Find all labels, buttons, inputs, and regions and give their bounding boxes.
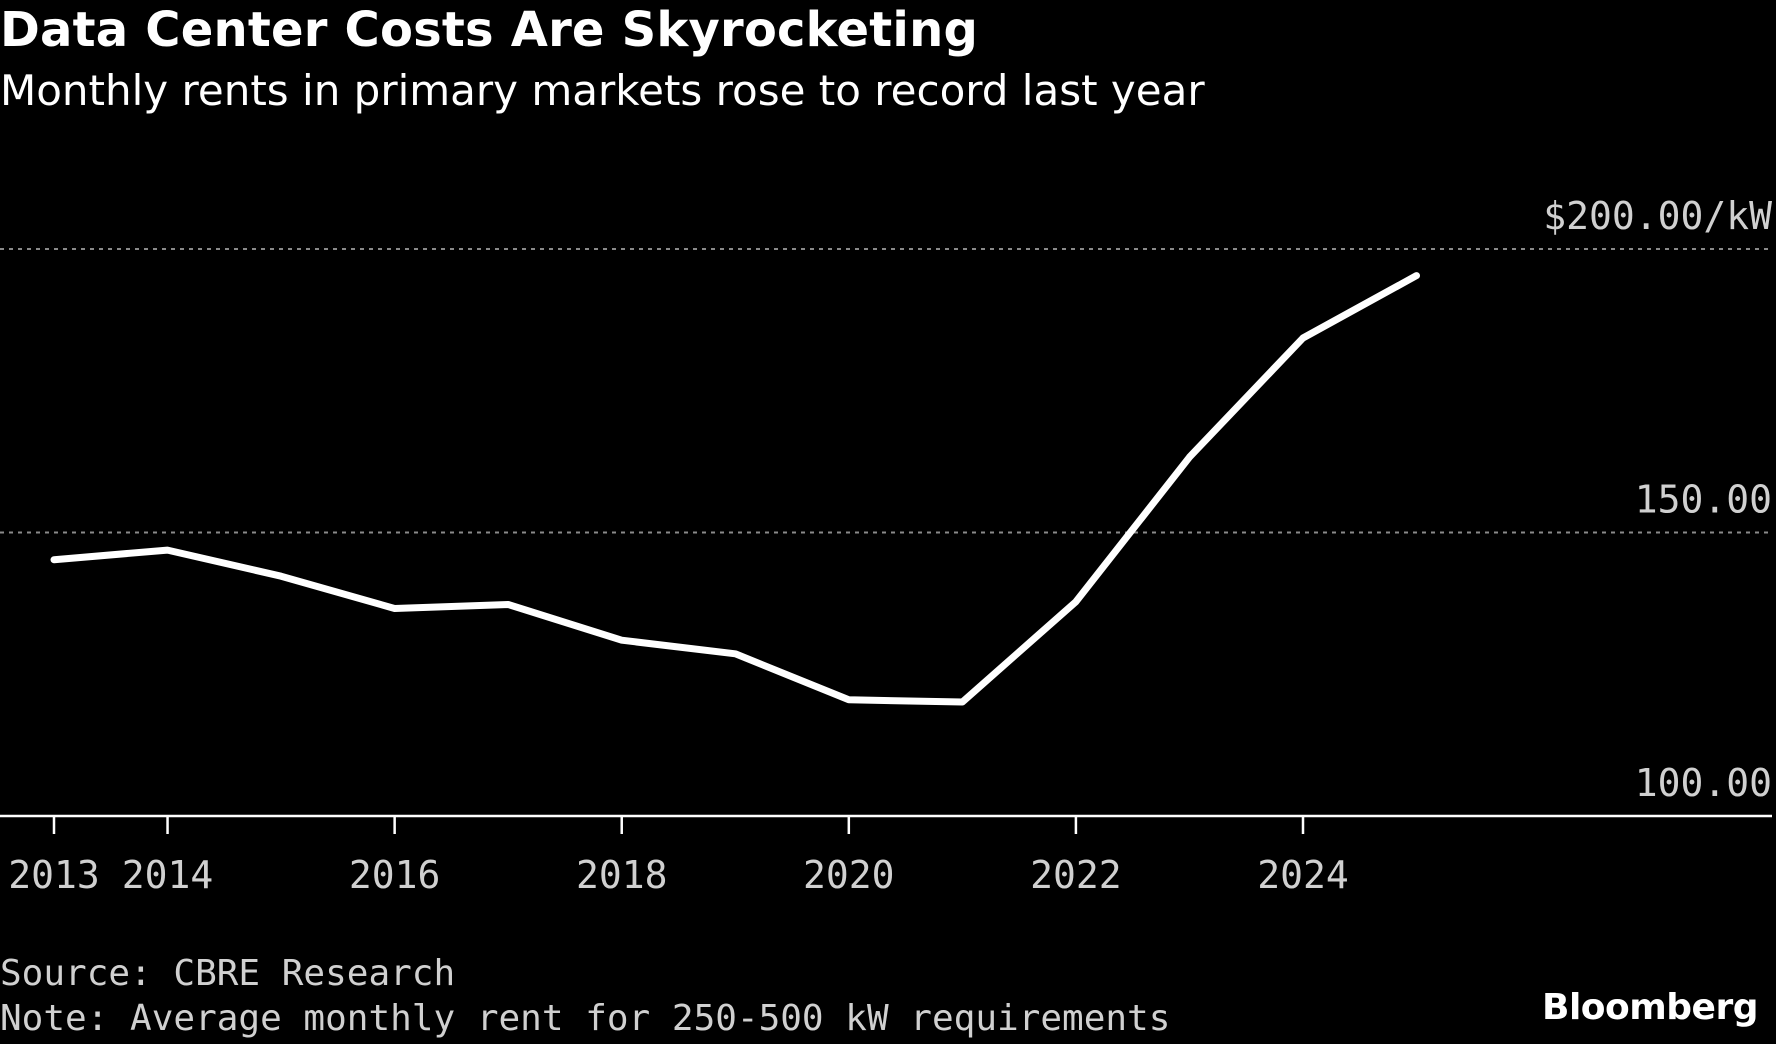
series-line-0 [50,272,1420,706]
x-tick-label-2014: 2014 [122,853,214,897]
x-tick-label-2016: 2016 [349,853,441,897]
y-tick-label-100: 100.00 [1635,761,1772,805]
chart-subtitle: Monthly rents in primary markets rose to… [0,66,1205,115]
source-note: Source: CBRE Research [0,953,456,994]
y-tick-label-200: $200.00/kW [1543,194,1772,238]
bloomberg-logo: Bloomberg [1542,987,1758,1028]
x-tick-label-2018: 2018 [576,853,668,897]
x-tick-label-2024: 2024 [1257,853,1349,897]
gridlines [0,248,1772,534]
footnote: Note: Average monthly rent for 250-500 k… [0,998,1171,1039]
y-tick-label-150: 150.00 [1635,478,1772,522]
chart-title: Data Center Costs Are Skyrocketing [0,2,979,58]
series-layer [50,272,1420,706]
y-tick-labels: 100.00 150.00 $200.00/kW [1543,194,1772,805]
x-axis: 2013 2014 2016 2018 2020 2022 2024 [0,814,1772,897]
x-tick-label-2022: 2022 [1030,853,1122,897]
x-tick-label-2013: 2013 [8,853,100,897]
x-tick-label-2020: 2020 [803,853,895,897]
